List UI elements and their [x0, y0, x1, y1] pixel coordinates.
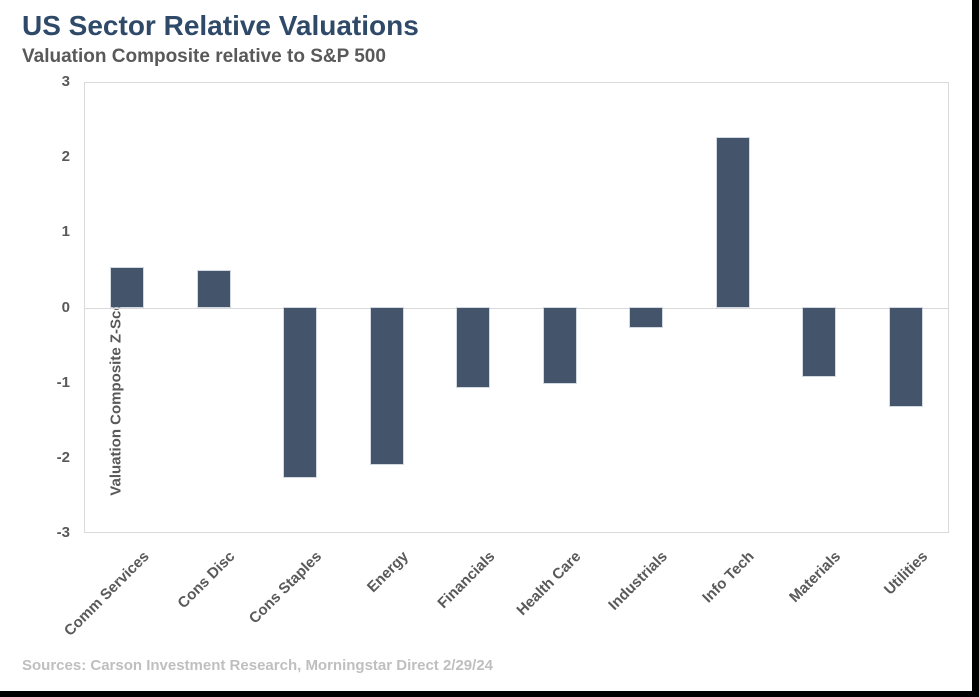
- bar-energy: [371, 307, 403, 464]
- bar-comm-services: [111, 268, 143, 308]
- sources-note: Sources: Carson Investment Research, Mor…: [22, 657, 494, 674]
- chart-title: US Sector Relative Valuations: [22, 10, 419, 41]
- y-tick-label-2: 2: [61, 148, 70, 166]
- y-tick-label-neg2: -2: [56, 448, 70, 466]
- y-tick-label-neg3: -3: [56, 524, 70, 541]
- screenshot-right-edge: [972, 0, 979, 697]
- x-label-energy: Energy: [363, 548, 412, 596]
- bar-financials: [457, 307, 489, 387]
- bar-info-tech: [717, 138, 749, 308]
- x-label-comm-services: Comm Services: [60, 548, 153, 640]
- x-label-industrials: Industrials: [605, 548, 672, 614]
- bar-industrials: [630, 307, 662, 327]
- x-label-financials: Financials: [434, 548, 499, 612]
- x-label-utilities: Utilities: [880, 548, 931, 599]
- x-label-health-care: Health Care: [513, 548, 585, 619]
- chart-subtitle: Valuation Composite relative to S&P 500: [22, 46, 386, 67]
- screenshot-bottom-edge: [0, 691, 979, 697]
- bar-utilities: [890, 307, 922, 406]
- y-tick-label-0: 0: [61, 298, 70, 316]
- bar-materials: [803, 307, 835, 376]
- bar-cons-disc: [198, 271, 230, 308]
- x-label-info-tech: Info Tech: [699, 548, 758, 607]
- zero-gridline: [85, 307, 948, 309]
- y-tick-label-1: 1: [61, 223, 70, 241]
- x-label-materials: Materials: [786, 548, 845, 607]
- y-tick-label-neg1: -1: [56, 373, 70, 391]
- x-label-cons-staples: Cons Staples: [246, 548, 326, 628]
- bar-cons-staples: [284, 307, 316, 477]
- bar-health-care: [544, 307, 576, 383]
- x-label-cons-disc: Cons Disc: [174, 548, 239, 612]
- y-tick-label-3: 3: [61, 73, 70, 90]
